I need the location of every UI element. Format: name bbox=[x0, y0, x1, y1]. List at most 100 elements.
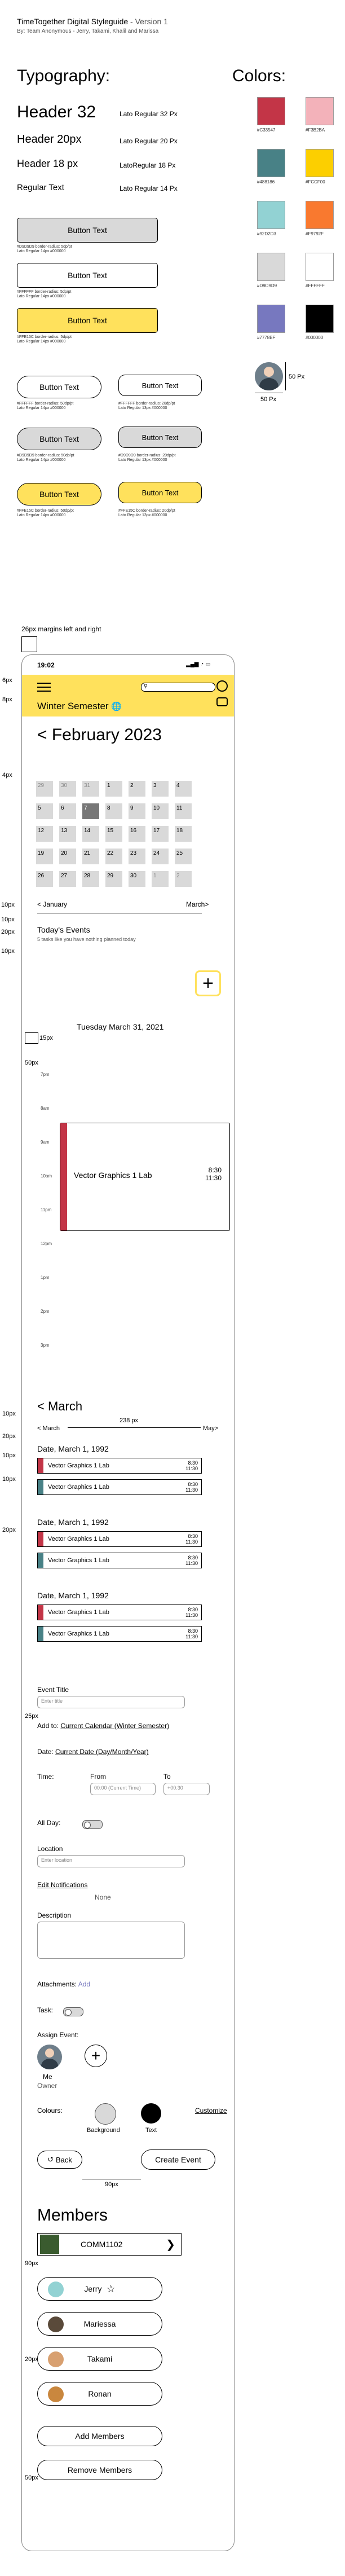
member-row-ronan[interactable]: Ronan bbox=[37, 2382, 162, 2406]
calendar-day[interactable]: 18 bbox=[175, 826, 192, 842]
calendar-day[interactable]: 2 bbox=[129, 781, 145, 797]
add-assignee-button[interactable]: + bbox=[85, 2045, 107, 2067]
member-row-takami[interactable]: Takami bbox=[37, 2347, 162, 2371]
calendar-day[interactable]: 25 bbox=[175, 849, 192, 864]
march-title[interactable]: < March bbox=[37, 1399, 83, 1413]
calendar-day[interactable]: 7 bbox=[82, 803, 99, 819]
button-sample-gray-rounded[interactable]: Button Text bbox=[118, 427, 202, 448]
calendar-day[interactable]: 4 bbox=[175, 781, 192, 797]
button-sample-white-rounded[interactable]: Button Text bbox=[118, 375, 202, 396]
calendar-day[interactable]: 6 bbox=[59, 803, 76, 819]
event-row[interactable]: Vector Graphics 1 Lab 8:30 11:30 bbox=[37, 1553, 202, 1568]
edit-notifications-link[interactable]: Edit Notifications bbox=[37, 1881, 88, 1889]
calendar-day[interactable]: 23 bbox=[129, 849, 145, 864]
add-event-button[interactable]: + bbox=[195, 970, 221, 996]
prev-month-link[interactable]: < January bbox=[37, 900, 68, 908]
button-sample-white-square[interactable]: Button Text bbox=[17, 263, 158, 288]
calendar-day[interactable]: 10 bbox=[152, 803, 169, 819]
calendar-day[interactable]: 12 bbox=[36, 826, 53, 842]
member-row-mariessa[interactable]: Mariessa bbox=[37, 2312, 162, 2336]
calendar-day[interactable]: 26 bbox=[36, 871, 53, 887]
calendar-day[interactable]: 30 bbox=[129, 871, 145, 887]
calendar-day[interactable]: 22 bbox=[105, 849, 122, 864]
event-row[interactable]: Vector Graphics 1 Lab 8:30 11:30 bbox=[37, 1479, 202, 1495]
calendar-day[interactable]: 24 bbox=[152, 849, 169, 864]
calendar-day[interactable]: 1 bbox=[152, 871, 169, 887]
day-event-card[interactable]: Vector Graphics 1 Lab 8:30 11:30 bbox=[60, 1123, 230, 1231]
calendar-day[interactable]: 17 bbox=[152, 826, 169, 842]
calendar-day[interactable]: 15 bbox=[105, 826, 122, 842]
calendar-day[interactable]: 28 bbox=[82, 871, 99, 887]
attachments-add-link[interactable]: Add bbox=[78, 1980, 91, 1988]
march-prev-link[interactable]: < March bbox=[37, 1425, 60, 1432]
event-title-input[interactable]: Enter title bbox=[37, 1696, 185, 1708]
to-time-input[interactable]: +00:30 bbox=[163, 1783, 210, 1795]
description-input[interactable] bbox=[37, 1922, 185, 1959]
hour-label: 11pm bbox=[41, 1207, 52, 1212]
semester-title[interactable]: Winter Semester 🌐 bbox=[37, 701, 122, 712]
calendar-day[interactable]: 1 bbox=[105, 781, 122, 797]
me-avatar[interactable] bbox=[37, 2045, 62, 2069]
calendar-day[interactable]: 29 bbox=[105, 871, 122, 887]
spacing-label: 20px bbox=[2, 1433, 16, 1440]
calendar-day[interactable]: 13 bbox=[59, 826, 76, 842]
button-sample-gray-pill[interactable]: Button Text bbox=[17, 428, 101, 450]
calendar-day[interactable]: 2 bbox=[175, 871, 192, 887]
next-month-link[interactable]: March> bbox=[186, 900, 209, 908]
from-time-input[interactable]: 00:00 (Current Time) bbox=[90, 1783, 156, 1795]
button-sample-white-pill[interactable]: Button Text bbox=[17, 376, 101, 398]
customize-link[interactable]: Customize bbox=[195, 2107, 227, 2115]
calendar-day[interactable]: 21 bbox=[82, 849, 99, 864]
member-name: Takami bbox=[87, 2354, 113, 2363]
calendar-day[interactable]: 20 bbox=[59, 849, 76, 864]
calendar-day[interactable]: 27 bbox=[59, 871, 76, 887]
remove-members-button[interactable]: Remove Members bbox=[37, 2460, 162, 2480]
profile-icon[interactable] bbox=[216, 680, 228, 692]
march-next-link[interactable]: May> bbox=[203, 1425, 219, 1432]
back-button[interactable]: ↺ Back bbox=[37, 2151, 82, 2169]
calendar-day[interactable]: 8 bbox=[105, 803, 122, 819]
event-row[interactable]: Vector Graphics 1 Lab 8:30 11:30 bbox=[37, 1604, 202, 1620]
chat-icon[interactable] bbox=[216, 697, 228, 706]
calendar-day[interactable]: 3 bbox=[152, 781, 169, 797]
spacing-label: 10px bbox=[1, 902, 15, 908]
date-value[interactable]: Current Date (Day/Month/Year) bbox=[55, 1748, 149, 1756]
calendar-day[interactable]: 29 bbox=[36, 781, 53, 797]
me-role: Owner bbox=[37, 2082, 58, 2090]
add-to-row[interactable]: Add to: Current Calendar (Winter Semeste… bbox=[37, 1722, 169, 1730]
event-row[interactable]: Vector Graphics 1 Lab 8:30 11:30 bbox=[37, 1626, 202, 1642]
description-label: Description bbox=[37, 1911, 72, 1919]
menu-icon[interactable] bbox=[37, 683, 51, 693]
all-day-toggle[interactable] bbox=[82, 1820, 103, 1829]
notifications-value: None bbox=[95, 1893, 111, 1901]
button-sample-yellow-rounded[interactable]: Button Text bbox=[118, 482, 202, 503]
calendar-day[interactable]: 16 bbox=[129, 826, 145, 842]
chevron-right-icon: ❯ bbox=[166, 2238, 175, 2251]
month-title[interactable]: < February 2023 bbox=[37, 726, 162, 744]
date-row[interactable]: Date: Current Date (Day/Month/Year) bbox=[37, 1748, 149, 1756]
add-to-value[interactable]: Current Calendar (Winter Semester) bbox=[60, 1722, 170, 1730]
calendar-day[interactable]: 31 bbox=[82, 781, 99, 797]
spacing-label: 10px bbox=[1, 916, 15, 923]
task-toggle[interactable] bbox=[63, 2007, 83, 2016]
search-input[interactable]: ⚲ bbox=[141, 683, 215, 692]
calendar-day[interactable]: 5 bbox=[36, 803, 53, 819]
add-members-button[interactable]: Add Members bbox=[37, 2426, 162, 2446]
create-event-button[interactable]: Create Event bbox=[141, 2149, 215, 2170]
button-sample-yellow-square[interactable]: Button Text bbox=[17, 308, 158, 333]
button-sample-yellow-pill[interactable]: Button Text bbox=[17, 483, 101, 505]
button-sample-gray-square[interactable]: Button Text bbox=[17, 218, 158, 243]
calendar-day[interactable]: 9 bbox=[129, 803, 145, 819]
location-input[interactable]: Enter location bbox=[37, 1855, 185, 1867]
member-row-jerry[interactable]: Jerry ☆ bbox=[37, 2277, 162, 2301]
course-selector[interactable]: COMM1102 ❯ bbox=[37, 2233, 182, 2256]
text-colour-swatch[interactable] bbox=[141, 2103, 161, 2124]
star-icon[interactable]: ☆ bbox=[106, 2283, 116, 2294]
calendar-day[interactable]: 14 bbox=[82, 826, 99, 842]
event-row[interactable]: Vector Graphics 1 Lab 8:30 11:30 bbox=[37, 1531, 202, 1547]
calendar-day[interactable]: 30 bbox=[59, 781, 76, 797]
background-colour-swatch[interactable] bbox=[95, 2103, 116, 2125]
calendar-day[interactable]: 11 bbox=[175, 803, 192, 819]
event-row[interactable]: Vector Graphics 1 Lab 8:30 11:30 bbox=[37, 1458, 202, 1474]
calendar-day[interactable]: 19 bbox=[36, 849, 53, 864]
